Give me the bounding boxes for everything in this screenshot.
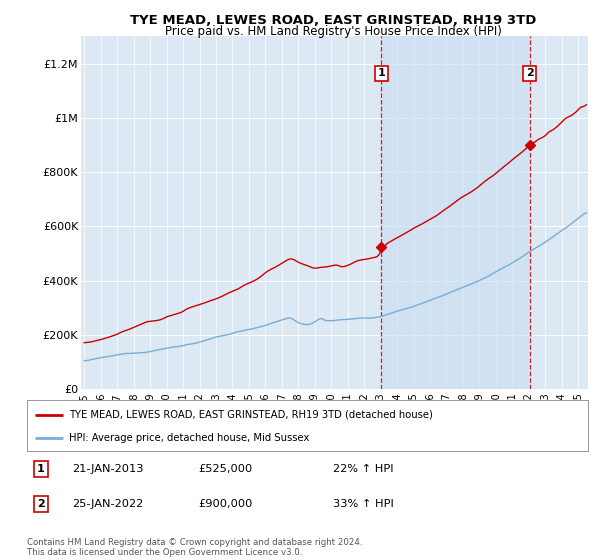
Text: 25-JAN-2022: 25-JAN-2022 <box>72 499 143 509</box>
Text: 21-JAN-2013: 21-JAN-2013 <box>72 464 143 474</box>
Text: 2: 2 <box>37 499 44 509</box>
Bar <box>382 36 530 389</box>
Text: HPI: Average price, detached house, Mid Sussex: HPI: Average price, detached house, Mid … <box>69 433 310 443</box>
Text: 2: 2 <box>526 68 533 78</box>
Text: TYE MEAD, LEWES ROAD, EAST GRINSTEAD, RH19 3TD (detached house): TYE MEAD, LEWES ROAD, EAST GRINSTEAD, RH… <box>69 409 433 419</box>
Text: 22% ↑ HPI: 22% ↑ HPI <box>333 464 394 474</box>
Text: 33% ↑ HPI: 33% ↑ HPI <box>333 499 394 509</box>
Text: Price paid vs. HM Land Registry's House Price Index (HPI): Price paid vs. HM Land Registry's House … <box>164 25 502 38</box>
Text: £900,000: £900,000 <box>198 499 253 509</box>
Text: £525,000: £525,000 <box>198 464 252 474</box>
Text: Contains HM Land Registry data © Crown copyright and database right 2024.
This d: Contains HM Land Registry data © Crown c… <box>27 538 362 557</box>
Text: TYE MEAD, LEWES ROAD, EAST GRINSTEAD, RH19 3TD: TYE MEAD, LEWES ROAD, EAST GRINSTEAD, RH… <box>130 14 536 27</box>
Text: 1: 1 <box>377 68 385 78</box>
Text: 1: 1 <box>37 464 44 474</box>
